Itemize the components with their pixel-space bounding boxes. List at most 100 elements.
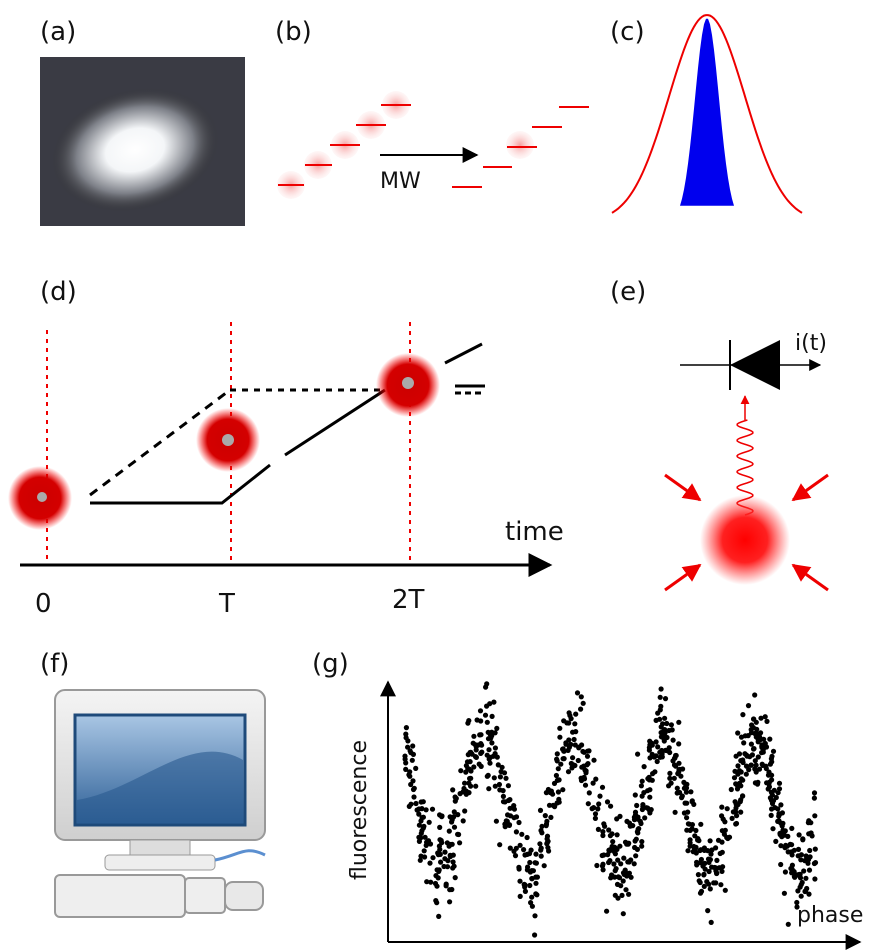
scatter-dot	[754, 731, 759, 736]
scatter-dot	[437, 844, 442, 849]
scatter-dot	[576, 758, 581, 763]
scatter-dot	[634, 803, 639, 808]
scatter-dot	[548, 815, 553, 820]
scatter-dot	[657, 717, 662, 722]
scatter-dot	[405, 745, 410, 750]
scatter-dot	[545, 834, 550, 839]
scatter-dot	[708, 838, 713, 843]
scatter-dot	[452, 864, 457, 869]
scatter-dot	[730, 816, 735, 821]
scatter-dot	[629, 875, 634, 880]
scatter-dot	[769, 806, 774, 811]
scatter-dot	[663, 696, 668, 701]
scatter-dot	[522, 882, 527, 887]
scatter-dot	[607, 848, 612, 853]
scatter-dot	[427, 861, 432, 866]
scatter-dot	[658, 704, 663, 709]
scatter-dot	[813, 847, 818, 852]
scatter-dot	[799, 882, 804, 887]
scatter-dot	[456, 832, 461, 837]
scatter-dot	[676, 720, 681, 725]
arrow-label: MW	[380, 169, 421, 194]
scatter-dot	[659, 686, 664, 691]
scatter-dot	[640, 807, 645, 812]
scatter-dot	[517, 866, 522, 871]
scatter-dot	[517, 879, 522, 884]
scatter-dot	[733, 821, 738, 826]
scatter-dot	[732, 775, 737, 780]
energy-levels	[277, 91, 589, 199]
scatter-dot	[492, 775, 497, 780]
scatter-dot	[621, 856, 626, 861]
scatter-dot	[729, 787, 734, 792]
scatter-dot	[671, 738, 676, 743]
scatter-dot	[487, 701, 492, 706]
scatter-dot	[564, 720, 569, 725]
scatter-dot	[709, 920, 714, 925]
scatter-dot	[600, 862, 605, 867]
scatter-dot	[453, 875, 458, 880]
scatter-dot	[532, 932, 537, 937]
scatter-dot	[623, 840, 628, 845]
scatter-dot	[624, 819, 629, 824]
scatter-dot	[718, 851, 723, 856]
scatter-dot	[543, 813, 548, 818]
scatter-dot	[525, 867, 530, 872]
photodiode-diagram	[665, 340, 828, 590]
scatter-dot	[579, 742, 584, 747]
scatter-dot	[593, 816, 598, 821]
scatter-dot	[506, 783, 511, 788]
scatter-dot	[450, 787, 455, 792]
scatter-dot	[702, 884, 707, 889]
scatter-dot	[591, 758, 596, 763]
scatter-dot	[638, 821, 643, 826]
scatter-dot	[803, 876, 808, 881]
scatter-dot	[496, 762, 501, 767]
scatter-dot	[807, 868, 812, 873]
scatter-dot	[602, 824, 607, 829]
scatter-dot	[725, 806, 730, 811]
scatter-dot	[486, 786, 491, 791]
scatter-dot	[497, 787, 502, 792]
scatter-dot	[502, 822, 507, 827]
scatter-dot	[754, 769, 759, 774]
scatter-dot	[753, 758, 758, 763]
scatter-dot	[744, 764, 749, 769]
scatter-dot	[474, 755, 479, 760]
scatter-dot	[709, 847, 714, 852]
scatter-dot	[698, 847, 703, 852]
scatter-dot	[635, 752, 640, 757]
scatter-dot	[555, 800, 560, 805]
scatter-dot	[633, 792, 638, 797]
scatter-dot	[618, 883, 623, 888]
scatter-dot	[751, 725, 756, 730]
scatter-dot	[639, 783, 644, 788]
scatter-dot	[436, 852, 441, 857]
scatter-dot	[741, 740, 746, 745]
scatter-dot	[468, 776, 473, 781]
scatter-dot	[561, 746, 566, 751]
scatter-dot	[447, 829, 452, 834]
scatter-dot	[477, 732, 482, 737]
scatter-dot	[680, 793, 685, 798]
scatter-dot	[454, 796, 459, 801]
scatter-dot	[483, 685, 488, 690]
scatter-dot	[491, 754, 496, 759]
scatter-dot	[806, 818, 811, 823]
scatter-dot	[776, 814, 781, 819]
scatter-dot	[467, 766, 472, 771]
scatter-dot	[433, 881, 438, 886]
scatter-dot	[751, 746, 756, 751]
scatter-dot	[583, 783, 588, 788]
scatter-dot	[672, 776, 677, 781]
scatter-dot	[769, 754, 774, 759]
scatter-dot	[556, 789, 561, 794]
computer-icon	[55, 690, 265, 917]
scatter-dot	[706, 860, 711, 865]
tick-label: T	[218, 589, 235, 619]
scatter-dot	[698, 822, 703, 827]
scatter-dot	[427, 820, 432, 825]
scatter-dot	[600, 785, 605, 790]
scatter-dot	[461, 786, 466, 791]
scatter-dot	[497, 842, 502, 847]
